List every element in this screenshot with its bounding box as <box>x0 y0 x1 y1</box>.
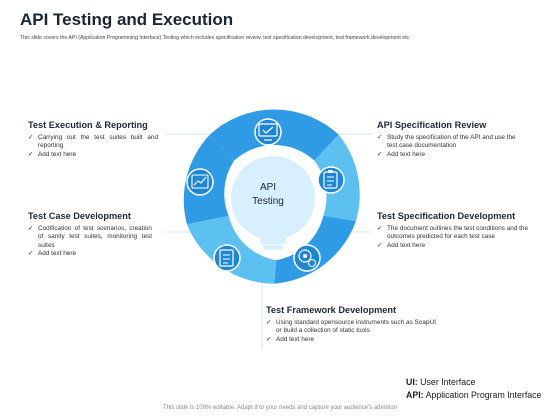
analytics-chart-icon <box>186 168 214 196</box>
bullet-text: The document outlines the test condition… <box>387 225 529 241</box>
block-bullet: ✓ Add text here <box>266 336 436 344</box>
block-heading: API Specification Review <box>377 120 487 130</box>
bullet-text: Add text here <box>387 150 426 158</box>
block-bullet: ✓ Using standard opensource instruments … <box>266 319 436 336</box>
block-test-specification-development: Test Specification Development ✓ The doc… <box>377 211 545 250</box>
block-bullet: ✓ Study the specification of the API and… <box>377 134 527 151</box>
bullet-text: Codification of test scenarios, creation… <box>38 225 152 249</box>
legend-ui: UI: User Interface <box>406 377 475 387</box>
slide-subtitle: This slide covers the API (Application P… <box>20 35 411 41</box>
block-api-specification-review: API Specification Review ✓ Study the spe… <box>377 120 527 159</box>
check-icon: ✓ <box>377 150 383 158</box>
center-label-line2: Testing <box>252 196 284 207</box>
block-bullet: ✓ Codification of test scenarios, creati… <box>28 225 152 250</box>
block-bullet: ✓ Add text here <box>377 151 527 159</box>
monitor-check-icon <box>254 118 282 146</box>
check-icon: ✓ <box>28 249 34 257</box>
check-icon: ✓ <box>266 319 272 326</box>
block-bullet: ✓ Add text here <box>377 242 545 250</box>
bullet-text: Add text here <box>38 150 77 158</box>
clipboard-checklist-icon <box>317 166 345 194</box>
bullet-text: Add text here <box>387 241 426 249</box>
check-icon: ✓ <box>377 225 383 232</box>
slide-footer: This slide is 100% editable. Adapt it to… <box>163 405 397 411</box>
check-icon: ✓ <box>28 150 34 158</box>
block-bullet: ✓ Add text here <box>28 250 152 258</box>
document-list-icon <box>213 244 241 272</box>
block-heading: Test Framework Development <box>266 305 397 315</box>
block-bullet: ✓ Carrying out the test suites built and… <box>28 134 158 151</box>
block-test-execution: Test Execution & Reporting ✓ Carrying ou… <box>28 120 158 159</box>
slide-title: API Testing and Execution <box>20 10 234 29</box>
bullet-text: Study the specification of the API and u… <box>387 134 516 150</box>
block-heading: Test Execution & Reporting <box>28 120 148 130</box>
legend-ui-abbr: UI: <box>406 377 418 387</box>
block-heading: Test Specification Development <box>377 211 516 221</box>
bullet-text: Add text here <box>38 249 77 257</box>
gears-clock-icon <box>293 244 321 272</box>
legend-api: API: Application Program Interface <box>406 390 541 400</box>
bullet-text: Add text here <box>276 335 315 343</box>
check-icon: ✓ <box>28 225 34 232</box>
block-test-case-development: Test Case Development ✓ Codification of … <box>28 211 152 258</box>
bullet-text: Carrying out the test suites built and r… <box>38 134 158 150</box>
center-label-line1: API <box>260 182 276 193</box>
legend-api-text: Application Program Interface <box>423 390 542 400</box>
bullet-text: Using standard opensource instruments su… <box>276 319 436 335</box>
check-icon: ✓ <box>266 335 272 343</box>
check-icon: ✓ <box>377 134 383 141</box>
block-test-framework-development: Test Framework Development ✓ Using stand… <box>266 305 436 344</box>
check-icon: ✓ <box>377 241 383 249</box>
legend-api-abbr: API: <box>406 390 424 400</box>
block-heading: Test Case Development <box>28 211 131 221</box>
legend-ui-text: User Interface <box>417 377 476 387</box>
check-icon: ✓ <box>28 134 34 141</box>
block-bullet: ✓ Add text here <box>28 151 158 159</box>
block-bullet: ✓ The document outlines the test conditi… <box>377 225 545 242</box>
center-lightbulb <box>231 156 315 250</box>
